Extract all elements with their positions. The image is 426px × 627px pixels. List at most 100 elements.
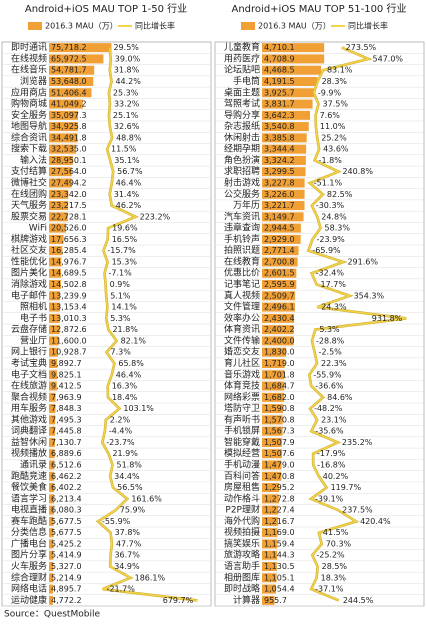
value-label: 9,412.5 bbox=[51, 382, 82, 391]
value-label: 23,217.5 bbox=[51, 201, 87, 210]
value-label: 3,227.8 bbox=[264, 179, 295, 188]
value-label: 3,344.4 bbox=[264, 145, 295, 154]
bar bbox=[262, 223, 301, 233]
growth-label: 16.5% bbox=[112, 235, 138, 244]
bar bbox=[49, 483, 55, 493]
category-label: 真人视频 bbox=[224, 289, 260, 301]
category-label: 手机铃声 bbox=[224, 233, 260, 245]
category-label: 搜索下载 bbox=[11, 143, 47, 155]
value-label: 1,479.0 bbox=[264, 461, 295, 470]
category-label: 有声听书 bbox=[224, 413, 260, 425]
bar bbox=[49, 392, 56, 402]
bar bbox=[49, 155, 73, 165]
value-label: 3,642.3 bbox=[264, 111, 295, 120]
category-label: 电视直播 bbox=[11, 504, 47, 516]
legend-swatch bbox=[28, 22, 42, 30]
growth-label: 46.4% bbox=[116, 179, 142, 188]
category-label: 综合理财 bbox=[11, 571, 47, 583]
growth-label: 32.6% bbox=[114, 122, 140, 131]
growth-label: -23.9% bbox=[316, 235, 345, 244]
bar bbox=[262, 54, 325, 64]
value-label: 1,830.0 bbox=[264, 348, 295, 357]
value-label: 1,216.7 bbox=[264, 517, 295, 526]
category-label: 电子邮件 bbox=[11, 289, 47, 301]
value-label: 22,728.1 bbox=[51, 212, 87, 221]
value-label: 1,169.0 bbox=[264, 528, 295, 537]
bar bbox=[262, 144, 307, 154]
growth-label: 75.9% bbox=[120, 506, 146, 515]
growth-label: 34.9% bbox=[114, 562, 140, 571]
value-label: 27,564.0 bbox=[51, 167, 87, 176]
growth-label: -21.7% bbox=[107, 585, 136, 594]
growth-label: 354.3% bbox=[354, 291, 385, 300]
growth-label: -35.6% bbox=[315, 427, 344, 436]
growth-label: 31.8% bbox=[114, 66, 140, 75]
value-label: 20,526.0 bbox=[51, 224, 87, 233]
category-label: 购物商城 bbox=[11, 98, 47, 110]
category-label: 云盘存储 bbox=[11, 323, 47, 335]
growth-label: -39.1% bbox=[315, 494, 344, 503]
growth-label: 24.3% bbox=[321, 303, 347, 312]
value-label: 14,689.5 bbox=[51, 269, 87, 278]
bar bbox=[262, 246, 299, 256]
category-label: 网络电话 bbox=[11, 583, 47, 595]
growth-label: 273.5% bbox=[346, 43, 377, 52]
bar bbox=[262, 65, 321, 75]
value-label: 6,080.3 bbox=[51, 506, 82, 515]
value-label: 53,648.0 bbox=[51, 77, 87, 86]
legend-label: 同比增长率 bbox=[135, 21, 175, 31]
category-label: P2P理财 bbox=[225, 504, 260, 516]
bar bbox=[262, 584, 276, 594]
category-label: 图片美化 bbox=[11, 267, 47, 279]
bar bbox=[262, 76, 318, 86]
category-label: 休闲射击 bbox=[224, 131, 260, 143]
category-label: 社区交友 bbox=[11, 244, 47, 256]
bar bbox=[49, 516, 54, 526]
value-label: 955.7 bbox=[264, 596, 287, 605]
bar bbox=[49, 144, 76, 154]
bar bbox=[262, 460, 282, 470]
growth-label: -48.2% bbox=[314, 404, 343, 413]
growth-label: 161.6% bbox=[131, 494, 162, 503]
category-label: 棋牌游戏 bbox=[11, 233, 47, 245]
growth-label: 33.2% bbox=[114, 100, 140, 109]
chart-title: Android+iOS MAU TOP 1-50 行业 bbox=[25, 2, 187, 15]
growth-label: 83.1% bbox=[327, 66, 353, 75]
bar bbox=[262, 415, 283, 425]
growth-label: 46.4% bbox=[116, 370, 142, 379]
category-label: 其他游戏 bbox=[11, 413, 47, 425]
bar bbox=[262, 437, 282, 447]
growth-label: 679.7% bbox=[163, 596, 194, 605]
bar bbox=[49, 280, 61, 290]
value-label: 2,601.5 bbox=[264, 269, 295, 278]
growth-label: -1.8% bbox=[319, 156, 343, 165]
growth-label: 7.3% bbox=[110, 348, 131, 357]
value-label: 14,976.7 bbox=[51, 257, 87, 266]
category-label: 跑酷竞速 bbox=[11, 470, 47, 482]
value-label: 3,299.5 bbox=[264, 167, 295, 176]
bar bbox=[49, 528, 54, 538]
growth-label: 18.3% bbox=[321, 573, 347, 582]
category-label: 汽车资讯 bbox=[224, 210, 260, 222]
growth-label: -4.4% bbox=[109, 427, 133, 436]
category-label: 语言助手 bbox=[224, 560, 260, 572]
growth-label: -37.1% bbox=[315, 585, 344, 594]
value-label: 2,400.0 bbox=[264, 336, 295, 345]
category-label: 广播电台 bbox=[11, 537, 47, 549]
growth-label: -36.6% bbox=[315, 382, 344, 391]
category-label: 违章查询 bbox=[224, 222, 260, 234]
category-label: 计算器 bbox=[233, 594, 260, 606]
category-label: 相册图库 bbox=[224, 571, 260, 583]
category-label: 育儿社区 bbox=[224, 357, 260, 369]
category-label: 桌面主题 bbox=[224, 86, 260, 98]
bar bbox=[49, 562, 54, 572]
category-label: 浏览器 bbox=[20, 75, 47, 87]
bar bbox=[262, 201, 305, 211]
category-label: 即时通讯 bbox=[11, 41, 47, 53]
value-label: 1,684.7 bbox=[264, 382, 295, 391]
value-label: 23,342.0 bbox=[51, 190, 87, 199]
value-label: 6,213.4 bbox=[51, 494, 82, 503]
bar bbox=[49, 449, 55, 459]
category-label: WiFi bbox=[29, 224, 47, 234]
